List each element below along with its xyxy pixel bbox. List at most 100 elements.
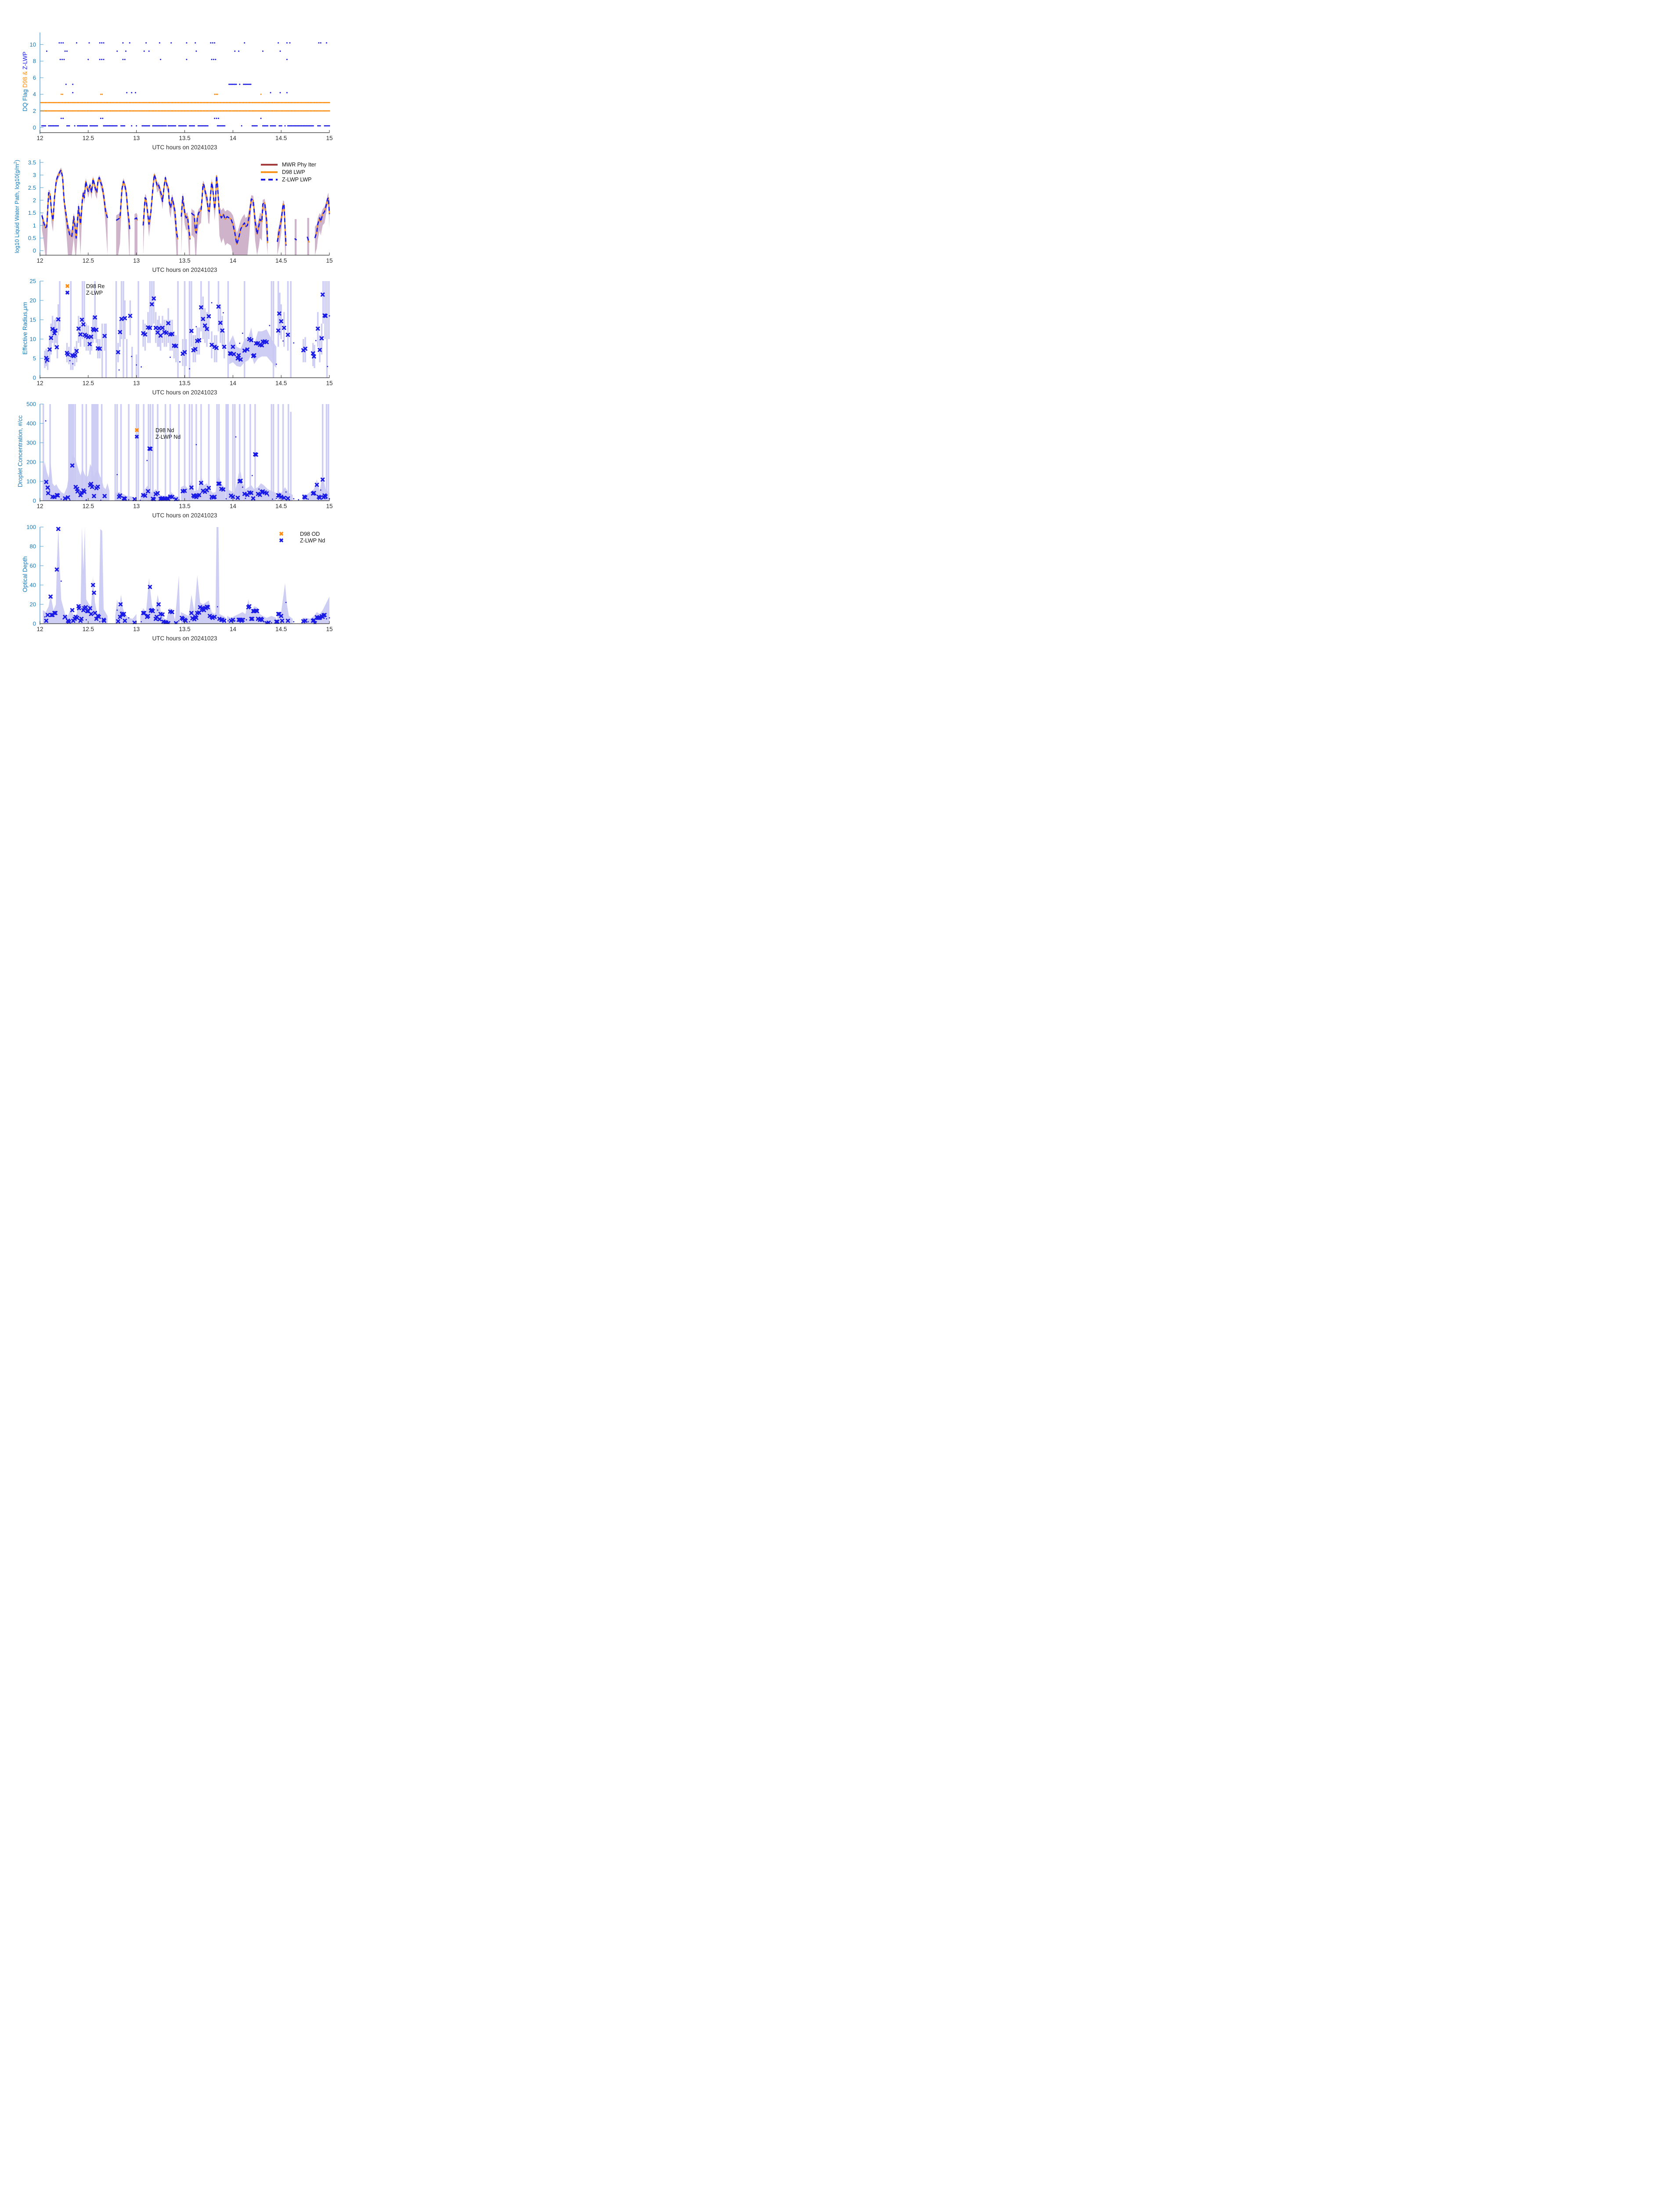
flag-dot [69,110,71,112]
flag-dot [65,102,66,104]
ylabel-dq-flag: DQ Flag D98 & Z-LWP [22,32,29,132]
flag-dot [111,125,113,127]
legend-item-d98-nd: ✖ D98 Nd [134,427,181,433]
flag-dot [58,110,60,112]
flag-dot [225,102,227,104]
flag-dot [238,51,240,52]
x-tick-label: 14.5 [275,257,287,264]
panel-content-4 [43,527,330,624]
mwr-dot [116,609,118,611]
zlwp-x-marker [222,618,227,623]
flag-dot [293,102,294,104]
flag-dot [205,125,206,127]
flag-dot [102,102,104,104]
flag-dot [327,110,329,112]
mwr-dot [327,366,329,367]
flag-dot [122,42,124,44]
flag-dot [257,102,259,104]
flag-dot [317,110,318,112]
flag-dot [241,102,242,104]
flag-dot [250,102,252,104]
flag-dot [96,102,98,104]
flag-dot [181,110,183,112]
flag-dot [217,118,219,119]
flag-dot [255,110,257,112]
zlwp-x-marker [166,321,170,325]
flag-dot [214,118,216,119]
flag-dot [72,110,73,112]
flag-dot [61,102,62,104]
flag-dot [177,102,178,104]
flag-dot [165,110,166,112]
uncertainty-strip [249,404,251,501]
flag-dot [155,110,157,112]
flag-dot [222,102,224,104]
flag-dot [315,110,317,112]
flag-dot [304,125,306,127]
zlwp-x-marker [151,609,155,614]
mwr-dot [315,340,317,341]
flag-dot [45,125,47,127]
flag-dot [298,110,300,112]
zlwp-x-marker [47,347,52,352]
zlwp-x-marker [44,480,48,484]
flag-dot [302,102,304,104]
y-tick-label: 3 [33,172,36,178]
flag-dot [185,110,187,112]
zlwp-x-marker [320,477,325,482]
flag-dot [126,110,128,112]
x-tick-label: 12 [36,257,43,264]
flag-dot [104,102,106,104]
flag-dot [175,102,177,104]
uncertainty-strip [101,323,103,378]
flag-dot [155,125,156,127]
zlwp-x-marker [197,610,202,615]
flag-dot [99,102,101,104]
flag-dot [131,102,133,104]
zlwp-lwp-line [314,197,330,238]
flag-dot [110,110,112,112]
flag-dot [209,110,211,112]
zlwp-x-marker [275,619,280,624]
flag-dot [253,125,254,127]
flag-dot [318,42,320,44]
uncertainty-strip [271,281,272,347]
uncertainty-strip [195,404,197,501]
flag-dot [266,125,267,127]
flag-dot [112,102,113,104]
zlwp-x-marker [276,328,281,333]
flag-dot [78,125,79,127]
flag-dot [46,51,47,52]
zlwp-x-marker [252,353,257,358]
flag-dot [68,110,70,112]
uncertainty-strip [182,339,184,366]
zlwp-x-marker [255,609,259,614]
flag-dot [325,102,327,104]
flag-dot [207,102,209,104]
flag-dot [202,110,204,112]
flag-dot [92,110,94,112]
flag-dot [109,125,111,127]
flag-dot [151,110,153,112]
flag-dot [141,110,142,112]
flag-dot [206,125,207,127]
flag-dot [94,110,96,112]
mwr-dot [157,609,159,611]
zlwp-x-marker [148,325,152,330]
flag-dot [79,102,81,104]
flag-dot [132,102,134,104]
zlwp-x-marker [152,497,156,501]
flag-dot [120,102,122,104]
flag-dot [110,125,112,127]
flag-dot [63,110,65,112]
y-tick-label: 1 [33,222,36,229]
flag-dot [88,42,90,44]
flag-dot [278,42,279,44]
panel-content-2 [44,281,330,378]
legend-item-mwr: MWR Phy Iter [261,161,316,168]
zlwp-x-marker [247,604,252,609]
zlwp-lwp-line [134,217,138,221]
flag-dot [91,110,93,112]
flag-dot [160,102,162,104]
uncertainty-band [43,454,110,501]
